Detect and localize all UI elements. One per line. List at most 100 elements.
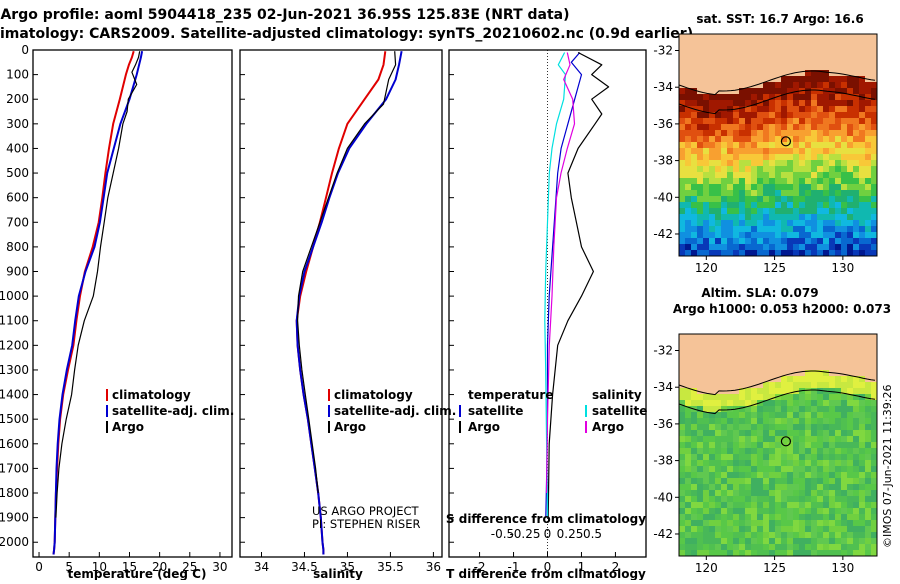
map-cell	[685, 88, 692, 95]
map-cell	[721, 94, 728, 101]
map-cell	[871, 220, 877, 227]
map-cell	[775, 232, 782, 239]
map-cell	[715, 52, 722, 59]
map-cell	[715, 364, 722, 371]
map-cell	[763, 178, 770, 185]
map-cell	[691, 400, 698, 407]
map-cell	[709, 34, 716, 41]
map-cell	[871, 334, 877, 341]
map-cell	[709, 58, 716, 65]
map-cell	[823, 352, 830, 359]
map-cell	[799, 58, 806, 65]
map-cell	[793, 478, 800, 485]
map-cell	[733, 100, 740, 107]
map-cell	[733, 370, 740, 377]
map-cell	[679, 382, 686, 389]
map-cell	[865, 112, 872, 119]
map-cell	[853, 46, 860, 53]
map-cell	[811, 520, 818, 527]
map-cell	[769, 214, 776, 221]
map-cell	[793, 370, 800, 377]
map-cell	[775, 520, 782, 527]
map-cell	[859, 430, 866, 437]
map-cell	[799, 532, 806, 539]
map-cell	[727, 40, 734, 47]
map-cell	[871, 550, 877, 556]
map-cell	[811, 190, 818, 197]
map-cell	[697, 502, 704, 509]
map-cell	[703, 178, 710, 185]
map-cell	[841, 430, 848, 437]
map-cell	[739, 544, 746, 551]
map-cell	[799, 508, 806, 515]
map-cell	[829, 496, 836, 503]
map-cell	[697, 238, 704, 245]
map-cell	[733, 124, 740, 131]
map-cell	[721, 124, 728, 131]
map-cell	[853, 202, 860, 209]
map-cell	[853, 220, 860, 227]
map-cell	[733, 40, 740, 47]
map-cell	[793, 418, 800, 425]
map-cell	[715, 76, 722, 83]
map-cell	[817, 532, 824, 539]
map-cell	[871, 364, 877, 371]
map-cell	[685, 166, 692, 173]
map-cell	[733, 136, 740, 143]
map-cell	[835, 358, 842, 365]
map-cell	[685, 394, 692, 401]
depth-tick-label: 1700	[0, 461, 29, 475]
map-cell	[853, 478, 860, 485]
map-cell	[799, 382, 806, 389]
map-cell	[709, 352, 716, 359]
map-cell	[799, 64, 806, 71]
map-cell	[697, 196, 704, 203]
map-cell	[835, 550, 842, 556]
map-cell	[769, 220, 776, 227]
map-cell	[709, 118, 716, 125]
x-tick-label: 30	[212, 560, 227, 574]
map-cell	[799, 184, 806, 191]
map-cell	[751, 208, 758, 215]
map-cell	[805, 358, 812, 365]
x-tick-label: -2	[474, 560, 486, 574]
map-cell	[709, 526, 716, 533]
map-cell	[799, 136, 806, 143]
map-cell	[793, 454, 800, 461]
map-cell	[691, 124, 698, 131]
map-cell	[871, 346, 877, 353]
map-cell	[685, 100, 692, 107]
map-cell	[721, 526, 728, 533]
map-cell	[793, 490, 800, 497]
map-cell	[691, 52, 698, 59]
map-cell	[823, 460, 830, 467]
map-cell	[769, 70, 776, 77]
lat-tick-label: -36	[653, 417, 673, 431]
map-cell	[751, 544, 758, 551]
map-cell	[709, 334, 716, 341]
map-cell	[727, 130, 734, 137]
map-cell	[853, 454, 860, 461]
map-cell	[685, 370, 692, 377]
map-cell	[757, 514, 764, 521]
map-cell	[769, 112, 776, 119]
map-cell	[763, 34, 770, 41]
map-cell	[733, 46, 740, 53]
map-cell	[757, 40, 764, 47]
map-cell	[745, 478, 752, 485]
map-cell	[751, 466, 758, 473]
map-cell	[751, 424, 758, 431]
map-cell	[871, 508, 877, 515]
map-cell	[721, 64, 728, 71]
map-cell	[841, 364, 848, 371]
legend-header-temperature: temperature	[468, 388, 553, 402]
map-cell	[871, 208, 877, 215]
map-cell	[733, 412, 740, 419]
map-cell	[685, 160, 692, 167]
map-cell	[697, 190, 704, 197]
map-cell	[685, 184, 692, 191]
map-cell	[787, 100, 794, 107]
map-cell	[859, 172, 866, 179]
map-cell	[709, 520, 716, 527]
map-cell	[679, 250, 686, 256]
